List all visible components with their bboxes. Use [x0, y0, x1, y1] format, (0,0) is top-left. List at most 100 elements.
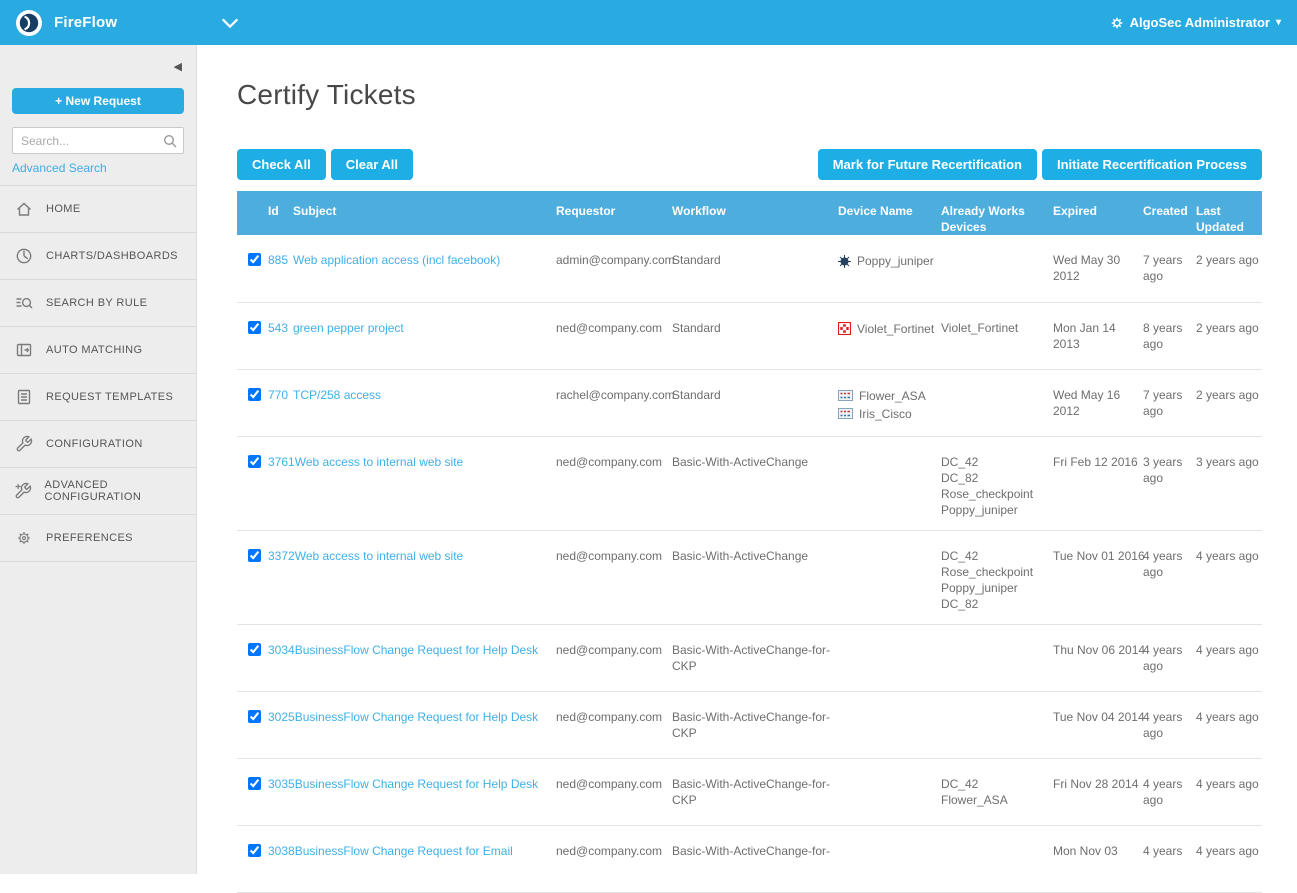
- advanced-search-link[interactable]: Advanced Search: [12, 161, 107, 175]
- ticket-link[interactable]: 3025BusinessFlow Change Request for Help…: [268, 710, 538, 724]
- sidebar-item-label: HOME: [46, 203, 81, 215]
- header-subject: Subject: [293, 204, 336, 218]
- row-checkbox[interactable]: [248, 710, 261, 723]
- ticket-expired: Mon Nov 03: [1053, 825, 1143, 892]
- header-workflow: Workflow: [672, 191, 838, 235]
- ticket-already-works: [941, 691, 1053, 758]
- main-content: Certify Tickets Check All Clear All Mark…: [237, 45, 1262, 893]
- ticket-subject: green pepper project: [293, 321, 404, 335]
- ticket-id: 3035: [268, 776, 295, 792]
- ticket-devices: [838, 436, 941, 530]
- table-row: 3372Web access to internal web site ned@…: [237, 530, 1262, 624]
- request-templates-icon: [14, 387, 34, 407]
- sidebar-menu: HOME CHARTS/DASHBOARDS SEARCH BY RULE: [0, 185, 196, 562]
- sidebar-item-charts-dashboards[interactable]: CHARTS/DASHBOARDS: [0, 233, 196, 280]
- collapse-sidebar-icon[interactable]: ◀: [174, 60, 182, 73]
- charts-dashboards-icon: [14, 246, 34, 266]
- ticket-subject: BusinessFlow Change Request for Help Des…: [295, 710, 538, 724]
- sidebar-item-label: REQUEST TEMPLATES: [46, 391, 173, 403]
- brand-name: FireFlow: [54, 14, 117, 31]
- ticket-devices: [838, 825, 941, 892]
- ticket-link[interactable]: 3038BusinessFlow Change Request for Emai…: [268, 844, 513, 858]
- search-input[interactable]: [12, 127, 184, 154]
- toolbar: Check All Clear All Mark for Future Rece…: [237, 149, 1262, 180]
- ticket-link[interactable]: 3035BusinessFlow Change Request for Help…: [268, 777, 538, 791]
- sidebar-item-configuration[interactable]: CONFIGURATION: [0, 421, 196, 468]
- check-all-button[interactable]: Check All: [237, 149, 326, 180]
- ticket-devices: [838, 758, 941, 825]
- table-row: 3038BusinessFlow Change Request for Emai…: [237, 825, 1262, 892]
- ticket-link[interactable]: 3034BusinessFlow Change Request for Help…: [268, 643, 538, 657]
- ticket-devices: Poppy_juniper: [838, 235, 941, 302]
- sidebar-item-advanced-configuration[interactable]: ADVANCED CONFIGURATION: [0, 468, 196, 515]
- ticket-workflow: Basic-With-ActiveChange-for-: [672, 825, 838, 892]
- ticket-requestor: ned@company.com: [556, 691, 672, 758]
- initiate-recertification-button[interactable]: Initiate Recertification Process: [1042, 149, 1262, 180]
- header-expired: Expired: [1053, 191, 1143, 235]
- ticket-expired: Tue Nov 01 2016: [1053, 530, 1143, 624]
- row-checkbox[interactable]: [248, 455, 261, 468]
- ticket-link[interactable]: 3372Web access to internal web site: [268, 549, 463, 563]
- user-menu[interactable]: AlgoSec Administrator ▾: [1110, 15, 1281, 30]
- ticket-updated: 4 years ago: [1196, 624, 1262, 691]
- sidebar-item-home[interactable]: HOME: [0, 186, 196, 233]
- advanced-wrench-icon: [14, 481, 33, 501]
- ticket-workflow: Standard: [672, 235, 838, 302]
- sidebar-item-preferences[interactable]: PREFERENCES: [0, 515, 196, 562]
- chevron-down-icon[interactable]: [219, 14, 241, 32]
- ticket-already-works: [941, 825, 1053, 892]
- ticket-updated: 2 years ago: [1196, 302, 1262, 369]
- user-menu-label: AlgoSec Administrator: [1130, 15, 1270, 30]
- ticket-subject: BusinessFlow Change Request for Help Des…: [295, 643, 538, 657]
- ticket-id: 543: [268, 320, 293, 336]
- already-works-device: Poppy_juniper: [941, 580, 1047, 596]
- row-checkbox[interactable]: [248, 777, 261, 790]
- ticket-already-works: [941, 369, 1053, 436]
- ticket-expired: Fri Nov 28 2014: [1053, 758, 1143, 825]
- ticket-created: 7 years ago: [1143, 235, 1196, 302]
- ticket-updated: 4 years ago: [1196, 530, 1262, 624]
- ticket-requestor: ned@company.com: [556, 758, 672, 825]
- sidebar-item-label: PREFERENCES: [46, 532, 133, 544]
- ticket-requestor: ned@company.com: [556, 624, 672, 691]
- auto-matching-icon: [14, 340, 34, 360]
- new-request-button[interactable]: + New Request: [12, 88, 184, 114]
- row-checkbox[interactable]: [248, 253, 261, 266]
- fireflow-logo-icon: [16, 10, 42, 36]
- home-icon: [14, 199, 34, 219]
- ticket-already-works: Violet_Fortinet: [941, 302, 1053, 369]
- ticket-subject: Web access to internal web site: [295, 549, 464, 563]
- sidebar-item-auto-matching[interactable]: AUTO MATCHING: [0, 327, 196, 374]
- ticket-devices: [838, 624, 941, 691]
- page-title: Certify Tickets: [237, 79, 1262, 111]
- already-works-device: DC_82: [941, 470, 1047, 486]
- row-checkbox[interactable]: [248, 643, 261, 656]
- row-checkbox[interactable]: [248, 549, 261, 562]
- header-checkbox: [237, 191, 268, 235]
- cisco-device-icon: [838, 407, 853, 420]
- ticket-id: 3025: [268, 709, 295, 725]
- clear-all-button[interactable]: Clear All: [331, 149, 413, 180]
- row-checkbox[interactable]: [248, 321, 261, 334]
- ticket-created: 7 years ago: [1143, 369, 1196, 436]
- already-works-device: DC_82: [941, 596, 1047, 612]
- mark-future-recertification-button[interactable]: Mark for Future Recertification: [818, 149, 1037, 180]
- ticket-link[interactable]: 3761Web access to internal web site: [268, 455, 463, 469]
- row-checkbox[interactable]: [248, 844, 261, 857]
- ticket-requestor: ned@company.com: [556, 302, 672, 369]
- ticket-subject: TCP/258 access: [293, 388, 381, 402]
- row-checkbox[interactable]: [248, 388, 261, 401]
- sidebar-item-search-by-rule[interactable]: SEARCH BY RULE: [0, 280, 196, 327]
- ticket-workflow: Basic-With-ActiveChange-for-CKP: [672, 624, 838, 691]
- fortinet-device-icon: [838, 322, 851, 335]
- sidebar-item-request-templates[interactable]: REQUEST TEMPLATES: [0, 374, 196, 421]
- ticket-updated: 2 years ago: [1196, 369, 1262, 436]
